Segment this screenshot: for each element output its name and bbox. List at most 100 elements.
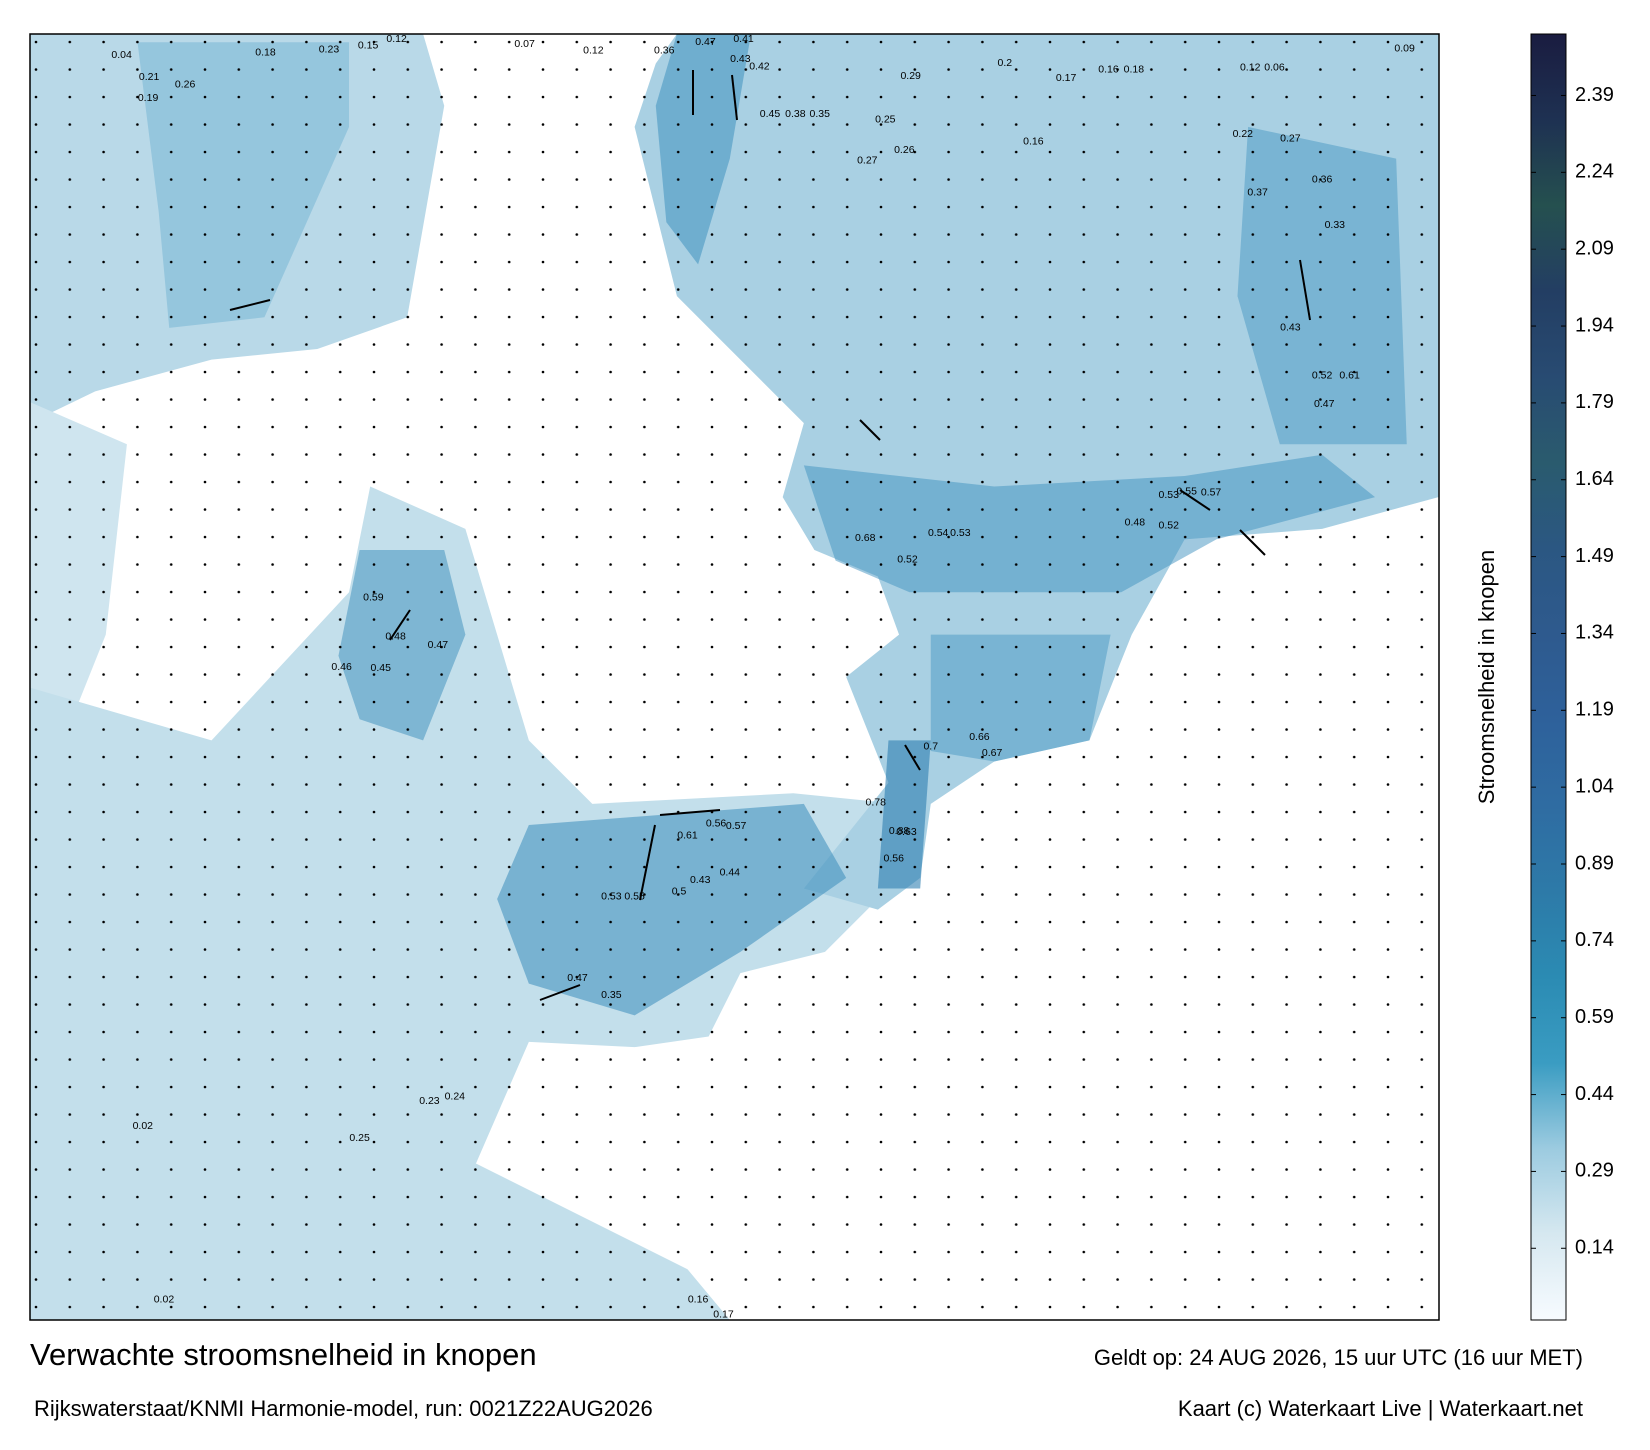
speed-label: 0.17: [1056, 72, 1077, 84]
speed-label: 0.61: [677, 829, 698, 841]
map-frame: [29, 33, 1440, 1321]
colorbar-tick-label: 1.64: [1575, 468, 1614, 490]
colorbar-tick-label: 2.09: [1575, 237, 1614, 259]
speed-label: 0.42: [749, 60, 770, 72]
credits: Kaart (c) Waterkaart Live | Waterkaart.n…: [1178, 1396, 1583, 1421]
speed-label: 0.78: [866, 797, 887, 809]
colorbar-tick-label: 0.14: [1575, 1237, 1614, 1259]
speed-label: 0.45: [371, 662, 392, 674]
speed-label: 0.12: [386, 33, 407, 45]
speed-label: 0.22: [1233, 128, 1254, 140]
speed-label: 0.56: [884, 853, 905, 865]
speed-label: 0.29: [900, 70, 921, 82]
colorbar-tick-label: 1.79: [1575, 391, 1614, 413]
speed-label: 0.27: [1280, 132, 1301, 144]
speed-label: 0.02: [154, 1294, 175, 1306]
colorbar-tick-label: 2.24: [1575, 161, 1614, 183]
speed-label: 0.54: [928, 527, 949, 539]
speed-label: 0.46: [331, 661, 352, 673]
speed-label: 0.37: [1247, 186, 1268, 198]
speed-label: 0.48: [1125, 516, 1146, 528]
speed-label: 0.44: [720, 866, 741, 878]
speed-label: 0.12: [583, 45, 604, 57]
speed-label: 0.26: [175, 78, 196, 90]
speed-label: 0.88: [889, 825, 910, 837]
speed-label: 0.57: [1201, 487, 1222, 499]
speed-label: 0.66: [969, 731, 990, 743]
speed-label: 0.61: [1339, 369, 1360, 381]
speed-label: 0.63: [896, 826, 917, 838]
speed-label: 0.53: [601, 891, 622, 903]
speed-label: 0.47: [695, 36, 716, 48]
colorbar-tick-label: 1.04: [1575, 775, 1614, 797]
speed-label: 0.26: [894, 144, 915, 156]
speed-label: 0.67: [982, 747, 1003, 759]
title: Verwachte stroomsnelheid in knopen: [30, 1337, 537, 1372]
colorbar-label: Stroomsnelheid in knopen: [1474, 550, 1499, 804]
speed-label: 0.38: [785, 108, 806, 120]
speed-label: 0.16: [1023, 136, 1044, 148]
speed-label: 0.02: [133, 1120, 154, 1132]
speed-label: 0.45: [760, 108, 781, 120]
colorbar-tick-label: 0.89: [1575, 852, 1614, 874]
speed-label: 0.04: [111, 49, 132, 61]
colorbar: 0.14 0.29 0.44 0.59 0.74 0.89 1.04 1.19 1.34 1.49…: [1530, 33, 1614, 1321]
speed-label: 0.5: [672, 885, 687, 897]
speed-label: 0.25: [349, 1132, 370, 1144]
speed-label: 0.55: [1177, 486, 1198, 498]
colorbar-scale: [1530, 33, 1567, 1321]
speed-label: 0.07: [514, 38, 535, 50]
speed-label: 0.18: [1124, 64, 1145, 76]
speed-label: 0.36: [654, 45, 675, 57]
valid-time: Geldt op: 24 AUG 2026, 15 uur UTC (16 uu…: [1094, 1345, 1583, 1370]
speed-label: 0.17: [713, 1308, 734, 1320]
speed-label: 0.25: [875, 113, 896, 125]
colorbar-tick-label: 1.94: [1575, 314, 1614, 336]
map-area: 0.04 0.21 0.19 0.26 0.18 0.23 0.15 0.12 0.07 0.12…: [30, 33, 1439, 1320]
speed-label: 0.56: [706, 818, 727, 830]
speed-label: 0.21: [139, 71, 160, 83]
speed-label: 0.18: [255, 47, 276, 59]
speed-label: 0.24: [445, 1091, 466, 1103]
colorbar-tick-label: 1.49: [1575, 545, 1614, 567]
speed-label: 0.16: [1098, 64, 1119, 76]
speed-label: 0.53: [950, 527, 971, 539]
speed-label: 0.52: [1312, 369, 1333, 381]
colorbar-tick-label: 0.74: [1575, 929, 1614, 951]
colorbar-tick-label: 0.29: [1575, 1160, 1614, 1182]
model-run: Rijkswaterstaat/KNMI Harmonie-model, run…: [34, 1396, 653, 1421]
speed-label: 0.59: [363, 591, 384, 603]
speed-label: 0.7: [923, 741, 938, 753]
colorbar-tick-label: 1.34: [1575, 622, 1614, 644]
speed-label: 0.15: [358, 39, 379, 51]
speed-label: 0.55: [624, 891, 645, 903]
speed-label: 0.19: [138, 92, 159, 104]
speed-label: 0.2: [998, 57, 1013, 69]
colorbar-tick-label: 2.39: [1575, 84, 1614, 106]
speed-label: 0.52: [897, 553, 918, 565]
vector-grid: [30, 34, 1439, 1320]
speed-label: 0.53: [1159, 489, 1180, 501]
speed-label: 0.33: [1325, 219, 1346, 231]
colorbar-tick-label: 0.59: [1575, 1006, 1614, 1028]
colorbar-tick-label: 1.19: [1575, 699, 1614, 721]
speed-label: 0.57: [726, 820, 747, 832]
speed-label: 0.41: [733, 33, 754, 45]
speed-label: 0.09: [1394, 42, 1415, 54]
speed-label: 0.48: [385, 631, 406, 643]
speed-label: 0.23: [319, 43, 340, 55]
speed-label: 0.16: [688, 1294, 709, 1306]
speed-label: 0.43: [730, 53, 751, 65]
speed-label: 0.12: [1240, 61, 1261, 73]
speed-label: 0.43: [690, 874, 711, 886]
speed-label: 0.52: [1159, 519, 1180, 531]
speed-label: 0.35: [601, 989, 622, 1001]
colorbar-tick-label: 0.44: [1575, 1083, 1614, 1105]
speed-labels: 0.04 0.21 0.19 0.26 0.18 0.23 0.15 0.12 0.07 0.12…: [111, 33, 1415, 1320]
speed-label: 0.47: [567, 972, 588, 984]
speed-label: 0.23: [419, 1095, 440, 1107]
speed-label: 0.47: [428, 639, 449, 651]
